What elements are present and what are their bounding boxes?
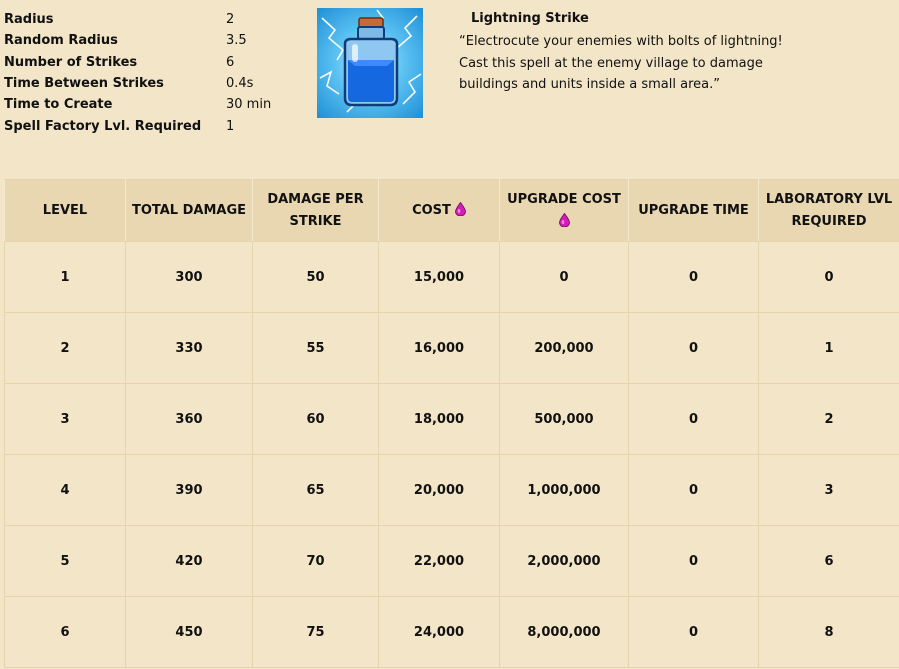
lightning-potion-icon	[317, 8, 423, 118]
column-header-total-damage: TOTAL DAMAGE	[125, 179, 253, 242]
stat-value: 3.5	[226, 33, 247, 49]
cell-level: 3	[4, 383, 126, 455]
cell-laboratory-level: 3	[758, 454, 899, 526]
spell-description: “Electrocute your enemies with bolts of …	[459, 34, 783, 92]
cell-damage-per-strike: 75	[252, 596, 379, 668]
cell-damage-per-strike: 60	[252, 383, 379, 455]
cell-cost: 24,000	[378, 596, 500, 668]
stat-label: Number of Strikes	[4, 54, 138, 70]
cell-level: 6	[4, 596, 126, 668]
cell-total-damage: 450	[125, 596, 253, 668]
cell-upgrade-cost: 8,000,000	[499, 596, 629, 668]
cell-damage-per-strike: 55	[252, 312, 379, 384]
column-header-upgrade-cost-label: UPGRADE COST	[507, 191, 621, 207]
table-row: 2 330 55 16,000 200,000 0 1	[4, 312, 899, 384]
cell-laboratory-level: 6	[758, 525, 899, 597]
stat-label: Radius	[4, 12, 54, 28]
column-header-upgrade-cost: UPGRADE COST	[499, 179, 629, 242]
cell-total-damage: 390	[125, 454, 253, 526]
column-header-upgrade-time: UPGRADE TIME	[628, 179, 759, 242]
cell-total-damage: 420	[125, 525, 253, 597]
column-header-cost: COST	[378, 179, 500, 242]
table-header-row: LEVEL TOTAL DAMAGE DAMAGE PER STRIKE COS…	[4, 179, 899, 242]
cell-upgrade-time: 0	[628, 312, 759, 384]
elixir-drop-icon	[455, 201, 466, 216]
stat-value: 6	[226, 54, 235, 70]
stat-row: Spell Factory Lvl. Required 1	[4, 115, 271, 136]
cell-upgrade-time: 0	[628, 241, 759, 313]
stat-label: Time Between Strikes	[4, 76, 164, 92]
cell-damage-per-strike: 70	[252, 525, 379, 597]
cell-upgrade-cost: 500,000	[499, 383, 629, 455]
cell-laboratory-level: 2	[758, 383, 899, 455]
cell-total-damage: 300	[125, 241, 253, 313]
column-header-level: LEVEL	[4, 179, 126, 242]
cell-cost: 15,000	[378, 241, 500, 313]
spell-stats: Radius 2 Random Radius 3.5 Number of Strik…	[4, 9, 271, 137]
table-row: 3 360 60 18,000 500,000 0 2	[4, 383, 899, 455]
table-row: 4 390 65 20,000 1,000,000 0 3	[4, 454, 899, 526]
stat-value: 2	[226, 12, 235, 28]
table-row: 1 300 50 15,000 0 0 0	[4, 241, 899, 313]
stat-row: Number of Strikes 6	[4, 52, 271, 73]
cell-level: 2	[4, 312, 126, 384]
column-header-cost-label: COST	[412, 202, 451, 218]
cell-cost: 20,000	[378, 454, 500, 526]
cell-level: 4	[4, 454, 126, 526]
cell-upgrade-time: 0	[628, 454, 759, 526]
stat-row: Random Radius 3.5	[4, 30, 271, 51]
cell-cost: 18,000	[378, 383, 500, 455]
stat-value: 30 min	[226, 97, 272, 113]
cell-upgrade-time: 0	[628, 596, 759, 668]
stat-value: 1	[226, 118, 235, 134]
table-row: 5 420 70 22,000 2,000,000 0 6	[4, 525, 899, 597]
cell-laboratory-level: 0	[758, 241, 899, 313]
stat-value: 0.4s	[226, 76, 254, 92]
cell-upgrade-cost: 0	[499, 241, 629, 313]
cell-laboratory-level: 1	[758, 312, 899, 384]
cell-cost: 22,000	[378, 525, 500, 597]
cell-upgrade-cost: 200,000	[499, 312, 629, 384]
spell-title: Lightning Strike	[471, 11, 589, 26]
stat-row: Time Between Strikes 0.4s	[4, 73, 271, 94]
cell-laboratory-level: 8	[758, 596, 899, 668]
cell-level: 5	[4, 525, 126, 597]
cell-upgrade-time: 0	[628, 383, 759, 455]
cell-cost: 16,000	[378, 312, 500, 384]
table-row: 6 450 75 24,000 8,000,000 0 8	[4, 596, 899, 668]
cell-total-damage: 360	[125, 383, 253, 455]
cell-upgrade-cost: 2,000,000	[499, 525, 629, 597]
stat-row: Time to Create 30 min	[4, 94, 271, 115]
cell-upgrade-cost: 1,000,000	[499, 454, 629, 526]
stat-label: Spell Factory Lvl. Required	[4, 118, 202, 134]
stat-row: Radius 2	[4, 9, 271, 30]
cell-upgrade-time: 0	[628, 525, 759, 597]
cell-damage-per-strike: 50	[252, 241, 379, 313]
cell-total-damage: 330	[125, 312, 253, 384]
cell-level: 1	[4, 241, 126, 313]
elixir-drop-icon	[558, 212, 570, 227]
column-header-damage-per-strike: DAMAGE PER STRIKE	[252, 179, 379, 242]
spell-level-table: LEVEL TOTAL DAMAGE DAMAGE PER STRIKE COS…	[4, 179, 899, 668]
column-header-laboratory-level: LABORATORY LVL REQUIRED	[758, 179, 899, 242]
stat-label: Time to Create	[4, 97, 113, 113]
stat-label: Random Radius	[4, 33, 118, 49]
cell-damage-per-strike: 65	[252, 454, 379, 526]
